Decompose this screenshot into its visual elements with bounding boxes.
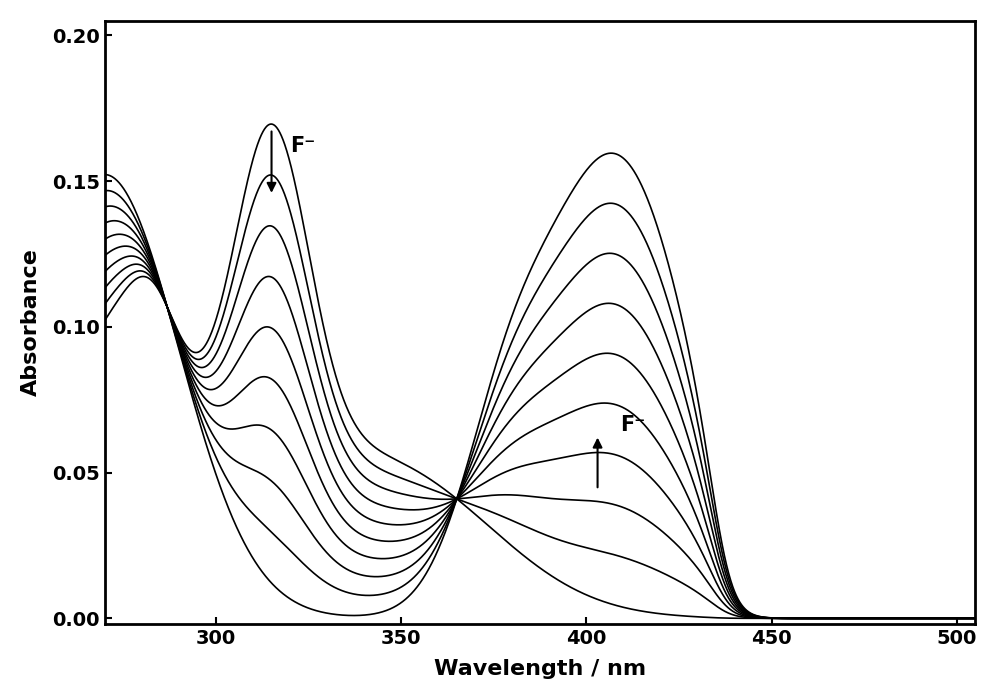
X-axis label: Wavelength / nm: Wavelength / nm	[434, 659, 646, 679]
Text: F⁻: F⁻	[620, 414, 645, 435]
Y-axis label: Absorbance: Absorbance	[21, 248, 41, 396]
Text: F⁻: F⁻	[290, 136, 315, 156]
